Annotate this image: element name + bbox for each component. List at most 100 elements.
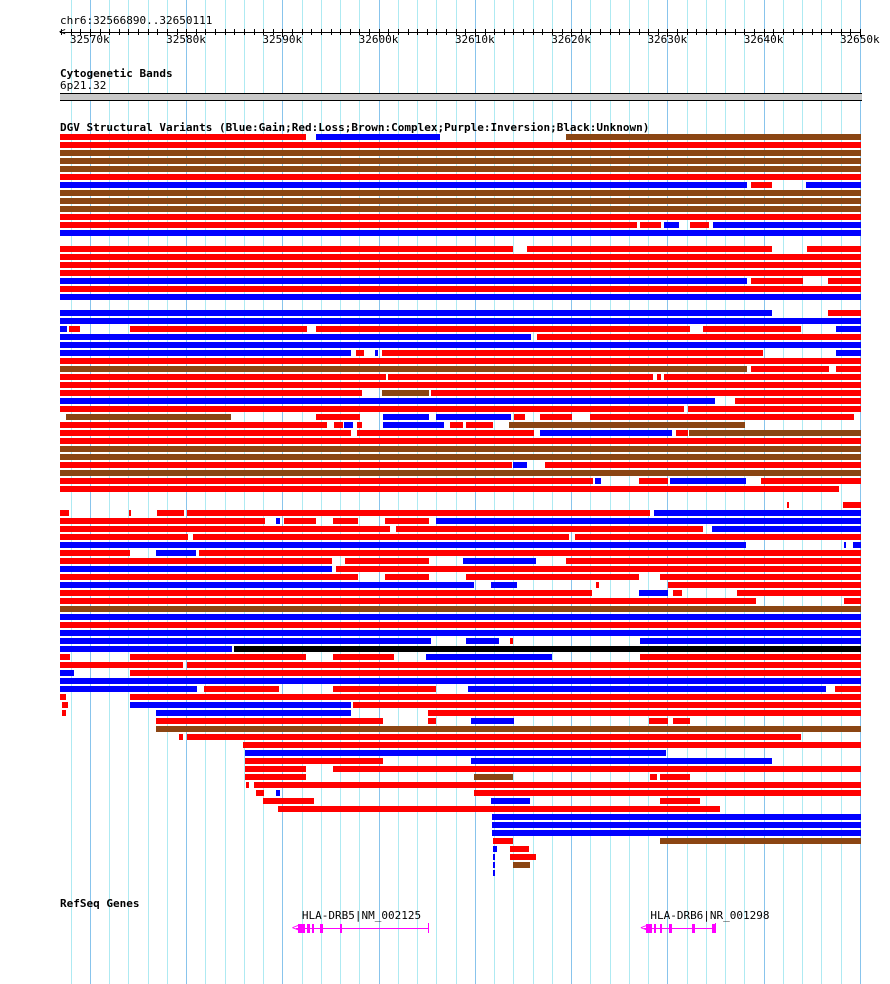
variant-loss-bar[interactable] bbox=[427, 710, 861, 716]
variant-loss-bar[interactable] bbox=[668, 582, 861, 588]
variant-loss-bar[interactable] bbox=[385, 518, 429, 524]
variant-loss-bar[interactable] bbox=[659, 798, 701, 804]
variant-loss-bar[interactable] bbox=[336, 566, 861, 572]
variant-complex-bar[interactable] bbox=[508, 422, 746, 428]
variant-gain-bar[interactable] bbox=[843, 542, 847, 548]
variant-loss-bar[interactable] bbox=[540, 414, 573, 420]
variant-loss-bar[interactable] bbox=[640, 222, 661, 228]
variant-gain-bar[interactable] bbox=[60, 638, 431, 644]
variant-loss-bar[interactable] bbox=[545, 462, 861, 468]
variant-gain-bar[interactable] bbox=[670, 478, 747, 484]
variant-loss-bar[interactable] bbox=[60, 574, 359, 580]
variant-gain-bar[interactable] bbox=[835, 350, 861, 356]
variant-gain-bar[interactable] bbox=[60, 342, 861, 348]
variant-loss-bar[interactable] bbox=[689, 222, 709, 228]
variant-gain-bar[interactable] bbox=[130, 702, 351, 708]
variant-loss-bar[interactable] bbox=[842, 502, 861, 508]
variant-loss-bar[interactable] bbox=[536, 334, 861, 340]
variant-loss-bar[interactable] bbox=[60, 270, 861, 276]
variant-loss-bar[interactable] bbox=[388, 374, 653, 380]
gene-exon[interactable] bbox=[646, 924, 653, 933]
gene-exon[interactable] bbox=[692, 924, 696, 933]
variant-loss-bar[interactable] bbox=[596, 582, 600, 588]
variant-gain-bar[interactable] bbox=[425, 654, 552, 660]
gene-exon[interactable] bbox=[669, 924, 673, 933]
variant-loss-bar[interactable] bbox=[673, 590, 682, 596]
variant-loss-bar[interactable] bbox=[466, 422, 494, 428]
variant-complex-bar[interactable] bbox=[659, 838, 861, 844]
variant-loss-bar[interactable] bbox=[333, 654, 395, 660]
variant-loss-bar[interactable] bbox=[493, 838, 514, 844]
variant-loss-bar[interactable] bbox=[736, 590, 861, 596]
variant-gain-bar[interactable] bbox=[60, 398, 715, 404]
variant-gain-bar[interactable] bbox=[60, 686, 197, 692]
variant-gain-bar[interactable] bbox=[493, 846, 498, 852]
variant-gain-bar[interactable] bbox=[60, 630, 861, 636]
variant-gain-bar[interactable] bbox=[540, 430, 673, 436]
variant-loss-bar[interactable] bbox=[703, 326, 802, 332]
variant-gain-bar[interactable] bbox=[60, 310, 773, 316]
variant-gain-bar[interactable] bbox=[493, 870, 496, 876]
variant-complex-bar[interactable] bbox=[60, 470, 861, 476]
variant-loss-bar[interactable] bbox=[68, 326, 81, 332]
gene-exon[interactable] bbox=[297, 924, 305, 933]
variant-complex-bar[interactable] bbox=[688, 430, 861, 436]
variant-loss-bar[interactable] bbox=[187, 662, 861, 668]
variant-loss-bar[interactable] bbox=[60, 246, 514, 252]
variant-loss-bar[interactable] bbox=[356, 430, 534, 436]
variant-loss-bar[interactable] bbox=[60, 590, 593, 596]
variant-loss-bar[interactable] bbox=[673, 718, 690, 724]
variant-loss-bar[interactable] bbox=[333, 518, 359, 524]
variant-loss-bar[interactable] bbox=[356, 422, 363, 428]
variant-complex-bar[interactable] bbox=[473, 774, 514, 780]
variant-gain-bar[interactable] bbox=[653, 510, 861, 516]
gene-intron-line[interactable] bbox=[644, 928, 715, 929]
variant-complex-bar[interactable] bbox=[60, 206, 861, 212]
variant-gain-bar[interactable] bbox=[853, 542, 861, 548]
variant-gain-bar[interactable] bbox=[492, 814, 861, 820]
variant-loss-bar[interactable] bbox=[60, 438, 861, 444]
variant-gain-bar[interactable] bbox=[275, 790, 280, 796]
variant-gain-bar[interactable] bbox=[60, 566, 332, 572]
variant-gain-bar[interactable] bbox=[374, 350, 378, 356]
variant-gain-bar[interactable] bbox=[316, 134, 441, 140]
variant-gain-bar[interactable] bbox=[436, 414, 512, 420]
variant-loss-bar[interactable] bbox=[60, 534, 189, 540]
variant-loss-bar[interactable] bbox=[659, 774, 690, 780]
variant-loss-bar[interactable] bbox=[396, 526, 704, 532]
gene-exon[interactable] bbox=[307, 924, 311, 933]
variant-gain-bar[interactable] bbox=[60, 318, 861, 324]
refseq-track-title[interactable]: RefSeq Genes bbox=[60, 897, 140, 910]
variant-loss-bar[interactable] bbox=[60, 526, 391, 532]
variant-gain-bar[interactable] bbox=[712, 222, 861, 228]
variant-loss-bar[interactable] bbox=[60, 382, 861, 388]
variant-gain-bar[interactable] bbox=[491, 582, 518, 588]
variant-loss-bar[interactable] bbox=[786, 502, 789, 508]
variant-gain-bar[interactable] bbox=[382, 414, 429, 420]
variant-loss-bar[interactable] bbox=[284, 518, 317, 524]
variant-loss-bar[interactable] bbox=[60, 262, 861, 268]
variant-gain-bar[interactable] bbox=[638, 590, 669, 596]
variant-loss-bar[interactable] bbox=[129, 510, 132, 516]
variant-loss-bar[interactable] bbox=[843, 598, 861, 604]
variant-complex-bar[interactable] bbox=[60, 606, 861, 612]
variant-loss-bar[interactable] bbox=[751, 182, 773, 188]
variant-loss-bar[interactable] bbox=[60, 406, 684, 412]
variant-gain-bar[interactable] bbox=[711, 526, 861, 532]
variant-loss-bar[interactable] bbox=[649, 718, 669, 724]
variant-loss-bar[interactable] bbox=[60, 374, 387, 380]
variant-gain-bar[interactable] bbox=[60, 646, 233, 652]
variant-gain-bar[interactable] bbox=[60, 678, 861, 684]
variant-loss-bar[interactable] bbox=[187, 734, 802, 740]
variant-gain-bar[interactable] bbox=[344, 422, 353, 428]
variant-loss-bar[interactable] bbox=[130, 654, 306, 660]
variant-loss-bar[interactable] bbox=[835, 366, 861, 372]
variant-loss-bar[interactable] bbox=[385, 574, 429, 580]
variant-loss-bar[interactable] bbox=[575, 534, 861, 540]
variant-loss-bar[interactable] bbox=[60, 214, 861, 220]
variant-loss-bar[interactable] bbox=[734, 398, 861, 404]
variant-loss-bar[interactable] bbox=[430, 390, 861, 396]
variant-loss-bar[interactable] bbox=[427, 718, 437, 724]
variant-loss-bar[interactable] bbox=[130, 670, 861, 676]
variant-gain-bar[interactable] bbox=[60, 670, 74, 676]
